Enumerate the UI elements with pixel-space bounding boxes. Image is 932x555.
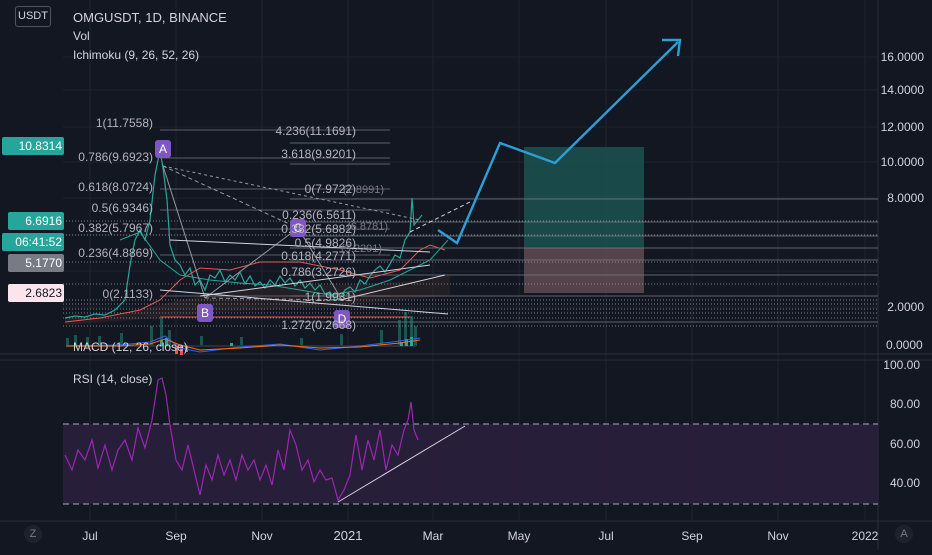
pattern-label-text: D — [338, 312, 347, 326]
auto-scale-button[interactable]: A — [895, 525, 913, 543]
macd-axis-value: 0.0000 — [886, 338, 923, 352]
price-badge-text: 2.6823 — [25, 286, 62, 300]
time-tick-label: Sep — [681, 529, 703, 543]
symbol-title: OMGUSDT, 1D, BINANCE — [73, 10, 227, 25]
price-series — [64, 149, 423, 319]
macd-signal — [66, 338, 421, 351]
rsi-indicator-label[interactable]: RSI (14, close) — [73, 372, 153, 386]
time-tick-label: Nov — [251, 529, 272, 543]
price-series-red — [64, 244, 446, 323]
time-tick-label: Mar — [423, 529, 444, 543]
fib-right-label: 0.5(4.9826) — [295, 236, 356, 250]
fib-right-labels: 4.236(11.1691) 3.618(9.9201) 0(7.9722) 0.23… — [275, 124, 388, 332]
rsi-tick-label: 80.00 — [890, 397, 920, 411]
ichimoku-indicator-label[interactable]: Ichimoku (9, 26, 52, 26) — [73, 48, 200, 62]
rsi-tick-label: 100.00 — [883, 358, 920, 372]
ichimoku-cloud — [65, 275, 450, 325]
fib-left-label: 0.5(6.9346) — [92, 201, 153, 215]
fib-left-label: 0.236(4.8869) — [78, 246, 153, 260]
volume-bars — [66, 312, 417, 346]
time-tick-label: Sep — [165, 529, 187, 543]
macd-indicator-label[interactable]: MACD (12, 26, close) — [73, 340, 188, 354]
volume-indicator-label[interactable]: Vol — [73, 29, 90, 43]
fib-left-label: 1(11.7558) — [96, 116, 153, 130]
price-tick-label: 14.0000 — [881, 83, 925, 97]
price-badges: 10.8314 6.6916 06:41:52 5.1770 2.6823 — [2, 137, 64, 302]
pattern-label-a[interactable]: A — [155, 140, 171, 158]
time-axis[interactable]: Jul Sep Nov 2021 Mar May Jul Sep Nov 2022 — [82, 528, 878, 543]
rsi-tick-label: 60.00 — [890, 437, 920, 451]
fib-right-extra-label: (6.8781) — [347, 221, 388, 233]
currency-button[interactable]: USDT — [15, 6, 51, 27]
price-badge: 06:41:52 — [2, 233, 64, 251]
price-badge: 5.1770 — [8, 254, 64, 272]
fib-right-label: 0(7.9722) — [305, 182, 356, 196]
fib-right-label: 0.786(3.2726) — [281, 265, 356, 279]
price-badge-text: 06:41:52 — [15, 235, 62, 249]
projection-arrow[interactable] — [437, 41, 679, 245]
pattern-label-text: B — [201, 306, 209, 320]
zoom-toggle-button[interactable]: Z — [24, 525, 42, 543]
time-tick-label: Nov — [767, 529, 788, 543]
price-badge-text: 10.8314 — [19, 139, 63, 153]
fib-right-label: 0.382(5.6882) — [281, 222, 356, 236]
price-badge: 6.6916 — [8, 212, 64, 230]
fib-left-label: 0.786(9.6923) — [78, 150, 153, 164]
rsi-band — [63, 424, 878, 504]
rsi-tick-label: 40.00 — [890, 476, 920, 490]
pattern-label-c[interactable]: C — [290, 219, 306, 237]
price-badge-text: 6.6916 — [25, 214, 62, 228]
fib-left-label: 0.618(8.0724) — [78, 180, 153, 194]
ichimoku-baseline — [119, 231, 449, 296]
fib-left-lines — [160, 129, 390, 297]
fib-right-label: 1(1.9931) — [305, 290, 356, 304]
abcd-pattern[interactable] — [162, 165, 421, 301]
pattern-label-text: C — [294, 221, 303, 235]
rsi-axis[interactable]: 100.00 80.00 60.00 40.00 — [883, 358, 920, 490]
time-tick-label: Jul — [598, 529, 613, 543]
fib-left-label: 0(2.1133) — [103, 287, 153, 301]
fib-right-label: 4.236(11.1691) — [275, 124, 356, 138]
fib-right-label: 0.236(6.5611) — [282, 208, 356, 222]
price-tick-label: 12.0000 — [881, 120, 925, 134]
pattern-label-d[interactable]: D — [334, 310, 350, 328]
time-tick-label: 2021 — [334, 528, 363, 543]
price-tick-label: 2.0000 — [887, 300, 924, 314]
price-badge: 10.8314 — [2, 137, 64, 155]
rsi-trendline[interactable] — [337, 425, 466, 503]
fib-right-label: 0.618(4.2771) — [281, 249, 356, 263]
price-axis[interactable]: 16.0000 14.0000 12.0000 10.0000 8.0000 2.0000 — [881, 50, 925, 314]
fib-right-extra-label: (7.8991) — [343, 184, 384, 196]
position-profit-zone[interactable] — [524, 147, 644, 248]
fib-right-extra-label: (5.2291) — [341, 243, 382, 255]
position-loss-zone[interactable] — [524, 248, 644, 293]
pattern-label-b[interactable]: B — [197, 304, 213, 322]
fib-left-labels: 1(11.7558) 0.786(9.6923) 0.618(8.0724) 0.5(… — [78, 116, 153, 301]
time-tick-label: Jul — [82, 529, 97, 543]
fib-right-lines — [290, 142, 878, 323]
price-tick-label: 16.0000 — [881, 50, 925, 64]
pattern-labels: A B C D — [155, 140, 350, 328]
fib-right-label: 3.618(9.9201) — [281, 147, 356, 161]
fib-left-label: 0.382(5.7967) — [78, 221, 153, 235]
price-badge-text: 5.1770 — [25, 256, 62, 270]
fib-right-label: 1.272(0.2668) — [281, 318, 356, 332]
time-tick-label: May — [508, 529, 531, 543]
wedge-trendlines[interactable] — [159, 201, 471, 315]
price-badge: 2.6823 — [8, 284, 64, 302]
price-tick-label: 8.0000 — [887, 191, 924, 205]
time-tick-label: 2022 — [852, 529, 879, 543]
projection-arrowhead — [662, 38, 682, 57]
rsi-line — [64, 377, 419, 502]
pattern-label-text: A — [159, 142, 167, 156]
price-tick-label: 10.0000 — [881, 155, 925, 169]
